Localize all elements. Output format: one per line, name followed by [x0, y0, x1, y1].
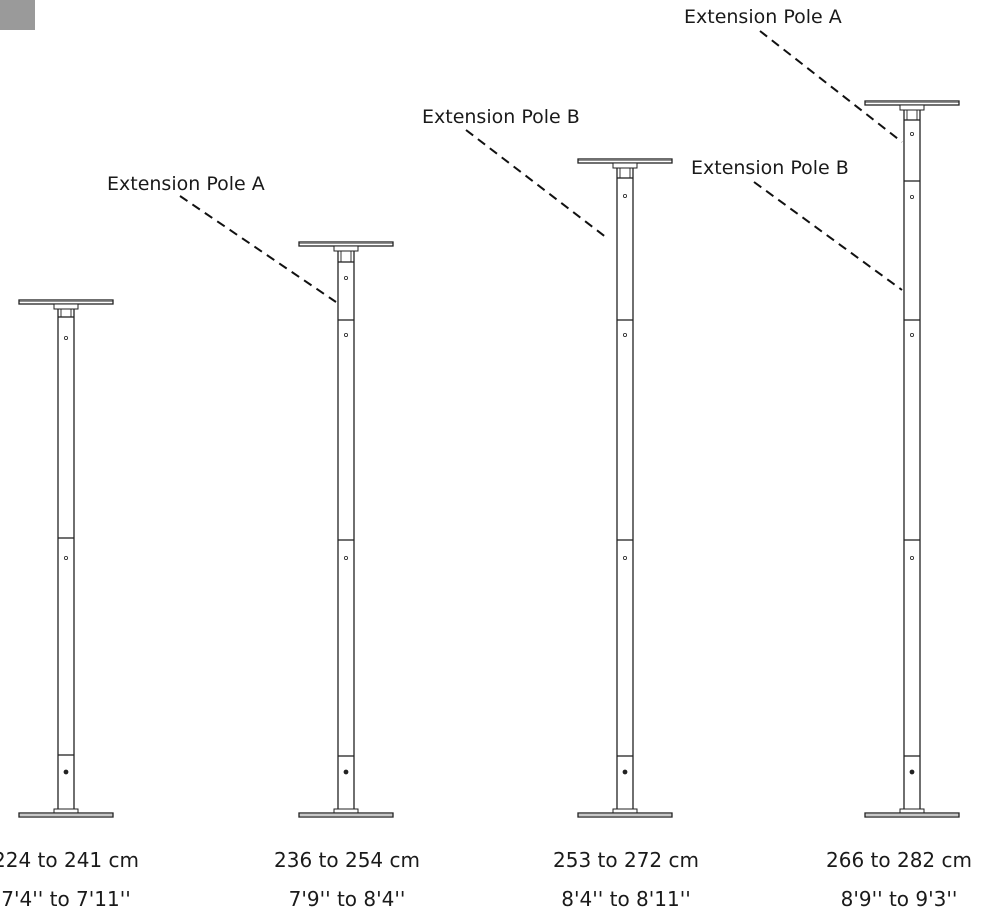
pole-2-hole-3	[343, 556, 348, 561]
pole-3-hole-2	[623, 332, 628, 337]
pole-2-hole-2	[343, 332, 348, 337]
pole-3-hole-4	[622, 769, 628, 775]
pole2-metric-range: 236 to 254 cm	[274, 848, 420, 872]
pole-4-hole-1	[910, 131, 915, 136]
pole-3-hole-1	[623, 193, 628, 198]
pole-4-top-bracket	[899, 104, 925, 111]
pole3-imperial-range: 8'4'' to 8'11''	[561, 887, 691, 911]
pole-1	[18, 299, 114, 818]
step-number-badge	[0, 0, 35, 30]
pole-3-top-bracket	[612, 162, 638, 169]
pole-4-hole-2	[910, 194, 915, 199]
pole-1-hole-1	[64, 335, 69, 340]
callout-pole4-extension-b: Extension Pole B	[691, 157, 849, 179]
pole-4	[864, 100, 960, 818]
pole4-metric-range: 266 to 282 cm	[826, 848, 972, 872]
pole-2-hole-4	[343, 769, 349, 775]
pole-4-hole-3	[910, 332, 915, 337]
pole-2-top-plate	[298, 241, 394, 247]
leader-pole4-extension-a	[759, 30, 903, 143]
callout-pole4-extension-a: Extension Pole A	[684, 6, 842, 28]
pole-4-hole-4	[910, 556, 915, 561]
leader-pole2-extension-a	[179, 195, 337, 303]
pole-3	[577, 158, 673, 818]
pole-2	[298, 241, 394, 818]
callout-pole3-extension-b: Extension Pole B	[422, 106, 580, 128]
pole4-imperial-range: 8'9'' to 9'3''	[840, 887, 958, 911]
pole-4-top-plate	[864, 100, 960, 106]
pole-1-top-plate	[18, 299, 114, 305]
pole-4-hole-5	[909, 769, 915, 775]
pole-1-hole-2	[64, 556, 69, 561]
pole-3-top-plate	[577, 158, 673, 164]
pole-1-hole-3	[63, 769, 69, 775]
pole3-metric-range: 253 to 272 cm	[553, 848, 699, 872]
pole2-imperial-range: 7'9'' to 8'4''	[288, 887, 406, 911]
pole-2-hole-1	[343, 275, 348, 280]
pole-1-top-bracket	[53, 303, 79, 310]
leader-pole4-extension-b	[753, 181, 903, 291]
pole1-metric-range: 224 to 241 cm	[0, 848, 139, 872]
pole-3-hole-3	[623, 556, 628, 561]
leader-pole3-extension-b	[465, 129, 608, 239]
pole-2-top-bracket	[333, 245, 359, 252]
pole1-imperial-range: 7'4'' to 7'11''	[1, 887, 131, 911]
callout-pole2-extension-a: Extension Pole A	[107, 173, 265, 195]
